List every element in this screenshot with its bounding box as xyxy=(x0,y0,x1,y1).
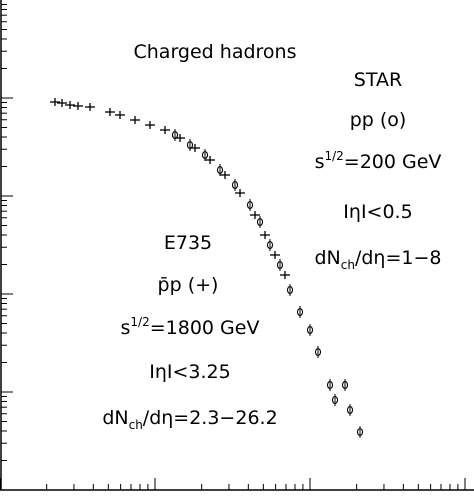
point xyxy=(216,164,224,176)
point xyxy=(201,149,209,161)
annotation: /dη=2.3−26.2 xyxy=(143,407,278,429)
point xyxy=(235,189,245,197)
point xyxy=(250,211,260,219)
point xyxy=(260,231,270,239)
point xyxy=(105,108,115,116)
point xyxy=(220,171,230,179)
point xyxy=(57,99,67,107)
point xyxy=(346,404,354,416)
annotation: 1/2 xyxy=(324,149,343,163)
point xyxy=(270,251,280,259)
point xyxy=(115,111,125,119)
point xyxy=(314,346,322,358)
annotation: =200 GeV xyxy=(344,151,442,173)
point xyxy=(296,306,304,318)
annotation: /dη=1−8 xyxy=(355,247,442,269)
point xyxy=(171,129,179,141)
point xyxy=(65,101,75,109)
annotation: dN xyxy=(102,407,128,429)
annotation: dNch/dη=1−8 xyxy=(314,247,441,272)
point xyxy=(280,271,290,279)
point xyxy=(85,103,95,111)
point xyxy=(341,379,349,391)
point xyxy=(276,259,284,271)
annotation: dNch/dη=2.3−26.2 xyxy=(102,407,277,432)
point xyxy=(186,139,194,151)
point xyxy=(145,121,155,129)
legend-label: E735 xyxy=(164,232,212,254)
annotation: p̄p (+) xyxy=(158,274,219,296)
legend-label: STAR xyxy=(354,69,402,91)
point xyxy=(266,239,274,251)
annotation: s xyxy=(121,317,131,339)
annotation: ch xyxy=(129,418,143,432)
annotation: s xyxy=(315,151,325,173)
annotation: s1/2=200 GeV xyxy=(315,149,442,173)
point xyxy=(50,98,60,106)
point xyxy=(256,216,264,228)
point xyxy=(205,156,215,164)
point xyxy=(306,324,314,336)
annotation: IηI<3.25 xyxy=(149,361,230,383)
point xyxy=(160,126,170,134)
point xyxy=(231,179,239,191)
point xyxy=(73,102,83,110)
point xyxy=(130,116,140,124)
point xyxy=(356,426,364,438)
annotation: pp (o) xyxy=(350,109,407,131)
annotation: =1800 GeV xyxy=(150,317,260,339)
point xyxy=(331,394,339,406)
annotation: ch xyxy=(341,258,355,272)
annotation: 1/2 xyxy=(130,315,149,329)
point xyxy=(246,199,254,211)
annotation: s1/2=1800 GeV xyxy=(121,315,260,339)
point xyxy=(326,379,334,391)
point xyxy=(286,284,294,296)
annotation: dN xyxy=(314,247,340,269)
chart-title: Charged hadrons xyxy=(134,41,297,63)
annotation: IηI<0.5 xyxy=(343,201,412,223)
